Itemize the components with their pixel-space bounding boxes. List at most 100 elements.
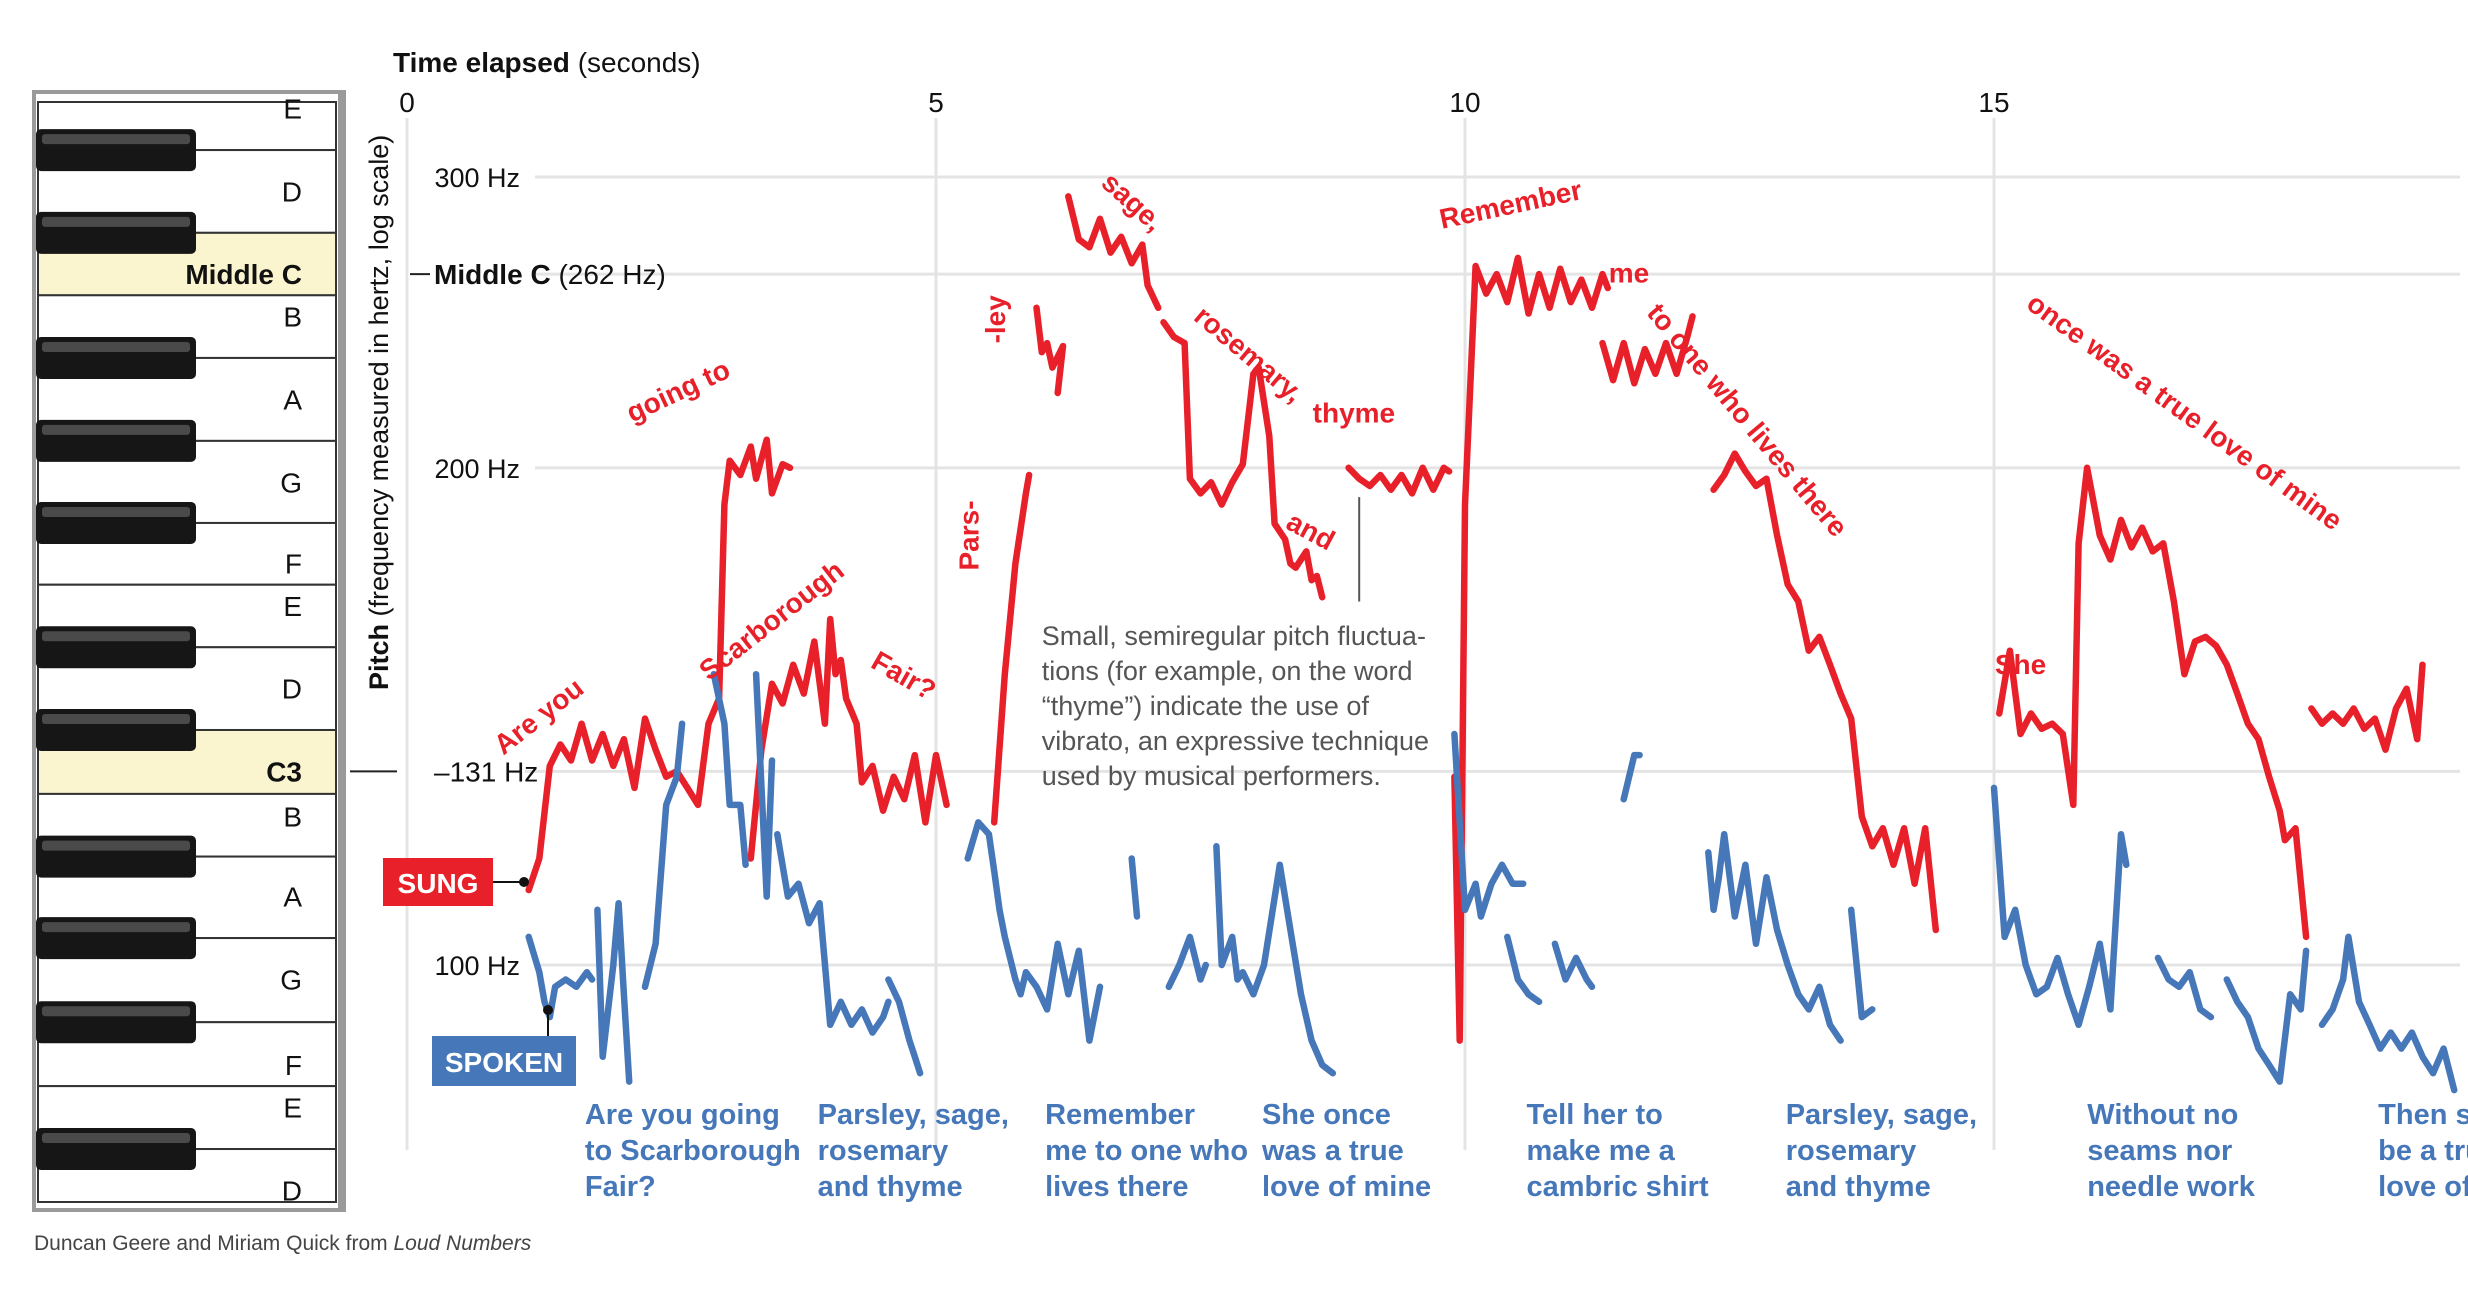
axes: 0 5 10 15 300 Hz 200 Hz 100 Hz Middle C (262 Hz… [350,47,2010,981]
piano-black-key-shine [42,840,190,851]
lyric-phrase-line: Remember [1045,1099,1195,1131]
lyric-phrase-line: rosemary [818,1135,949,1167]
legend-spoken-dot [543,1005,553,1015]
spoken-line [1213,843,1337,1077]
grid-lines [405,118,2460,1150]
piano-key-label: B [283,301,302,332]
legend-sung-box [383,858,493,906]
lyric-phrase-line: be a true [2378,1135,2468,1167]
credit-authors: Duncan Geere and Miriam Quick from [34,1232,388,1255]
sung-line [1710,450,1940,934]
piano-black-key-shine [42,134,190,145]
lyric-phrase-line: Tell her to [1526,1099,1662,1131]
lyric-phrase-line: She once [1262,1099,1391,1131]
lyric-phrase-line: Are you going [585,1099,780,1131]
x-tick-label: 10 [1449,87,1480,118]
spoken-line [525,933,596,1021]
spoken-line [710,670,749,869]
sung-word-label: to one who lives there [1641,297,1854,542]
spoken-line [752,670,776,900]
spoken-line [1504,933,1543,1006]
annotation-line: tions (for example, on the word [1042,656,1413,686]
marker-label-bold: Middle C [434,259,558,290]
piano-black-key-shine [42,1133,190,1144]
y-axis-title: Pitch (frequency measured in hertz, log … [364,135,394,690]
lyric-phrase-line: was a true [1261,1135,1404,1167]
piano-key-label: A [283,882,302,913]
spoken-line [2223,947,2310,1085]
spoken-line [1551,940,1596,991]
piano-black-key-shine [42,713,190,724]
piano-key-label: A [283,384,302,415]
sung-word-label: She [1995,649,2046,680]
piano-black-key-shine [42,1006,190,1017]
lyric-phrase-line: and thyme [818,1171,963,1203]
series-spoken [525,670,2458,1094]
piano-key-label: D [282,176,302,207]
series-sung [525,193,2426,1044]
piano-black-key-shine [42,216,190,227]
legend-sung-dot [519,877,529,887]
lyric-phrase-line: love of mine [2378,1171,2468,1203]
piano-key-label: E [283,1092,302,1123]
spoken-line [1451,730,1527,920]
sung-word-label: once was a true love of mine [2021,287,2348,536]
lyric-phrases: Are you going to Scarborough Fair? Parsley,… [585,1099,2468,1203]
sung-line [2308,661,2426,753]
lyric-phrase-line: Parsley, sage, [818,1099,1009,1131]
lyric-phrase-line: me to one who [1045,1135,1248,1167]
piano-key-label: D [282,1176,302,1207]
spoken-line [594,899,633,1085]
sung-word-label: going to [622,354,735,429]
piano-black-key-shine [42,424,190,435]
piano-key-label: C3 [266,756,302,787]
legend-sung-label: SUNG [398,868,479,899]
sung-word-label: Pars- [953,500,984,570]
pitch-series [525,193,2458,1094]
spoken-line [1990,784,2130,1029]
lyric-phrase-line: Without no [2087,1099,2238,1131]
lyric-phrase-line: seams nor [2087,1135,2232,1167]
marker-label-text: (262 Hz) [558,259,665,290]
lyric-phrase-line: needle work [2087,1171,2255,1203]
sung-line [1451,254,1612,1044]
piano-key-label: G [280,964,302,995]
lyric-phrase-line: and thyme [1786,1171,1931,1203]
sung-line [747,615,950,862]
sung-word-label: thyme [1313,398,1395,429]
y-tick-label: 200 Hz [434,454,520,484]
piano-black-key-shine [42,341,190,352]
legend-spoken-label: SPOKEN [445,1047,563,1078]
x-axis-title-bold: Time elapsed [393,47,578,78]
piano-black-key-shine [42,631,190,642]
sung-line [990,471,1033,826]
piano-black-key-shine [42,506,190,517]
legend-spoken-box [432,1036,576,1086]
sung-line [1033,304,1067,397]
sung-line [1345,464,1453,497]
sung-line [525,436,794,894]
vibrato-annotation: Small, semiregular pitch fluctua-tions (… [1042,497,1429,791]
lyric-phrase-line: love of mine [1262,1171,1431,1203]
y-tick-label: 300 Hz [434,163,520,193]
sung-line [1996,464,2310,941]
y-axis-title-bold: Pitch [364,616,394,690]
legend: SUNG SPOKEN [383,858,576,1086]
lyric-phrase-line: Fair? [585,1171,656,1203]
lyric-phrase-line: make me a [1526,1135,1675,1167]
spoken-line [1165,933,1210,991]
annotation-line: “thyme”) indicate the use of [1042,691,1370,721]
spoken-line [2318,933,2458,1094]
sung-line [1065,193,1162,312]
y-tick-label: 100 Hz [434,951,520,981]
spoken-line [641,720,686,991]
sung-word-label: me [1609,257,1649,288]
piano-key-label: E [283,94,302,125]
x-tick-label: 5 [928,87,944,118]
sung-word-label: Fair? [866,645,941,706]
x-tick-label: 15 [1978,87,2009,118]
piano-key-label: Middle C [185,259,302,290]
piano-key-label: D [282,674,302,705]
